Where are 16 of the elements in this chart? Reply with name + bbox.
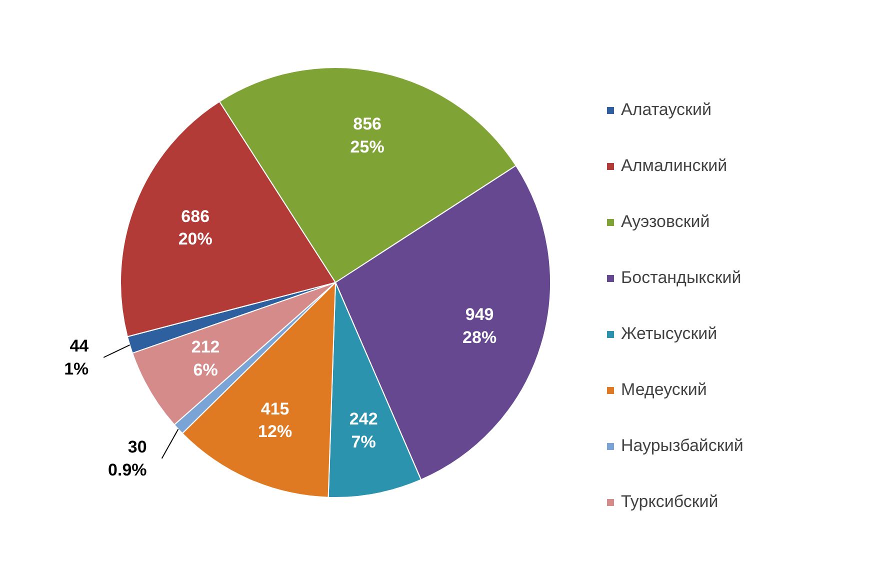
data-label: 30 0.9% (108, 438, 147, 480)
legend-label: Медеуский (621, 380, 707, 400)
legend-label: Ауэзовский (621, 212, 710, 232)
legend-label: Алмалинский (621, 156, 728, 176)
data-label: 856 25% (350, 114, 384, 156)
data-label: 212 6% (191, 338, 220, 380)
data-label: 415 12% (258, 399, 292, 442)
data-label: 949 28% (462, 305, 497, 347)
legend-label: Турксибский (621, 492, 718, 512)
data-label: 44 1% (64, 336, 90, 378)
legend-label: Бостандыкский (621, 268, 742, 288)
legend-label: Алатауский (621, 100, 712, 120)
data-label: 242 7% (349, 409, 378, 452)
legend-label: Наурызбайский (621, 436, 744, 456)
legend-label: Жетысуский (621, 324, 718, 344)
data-label: 686 20% (178, 206, 212, 249)
